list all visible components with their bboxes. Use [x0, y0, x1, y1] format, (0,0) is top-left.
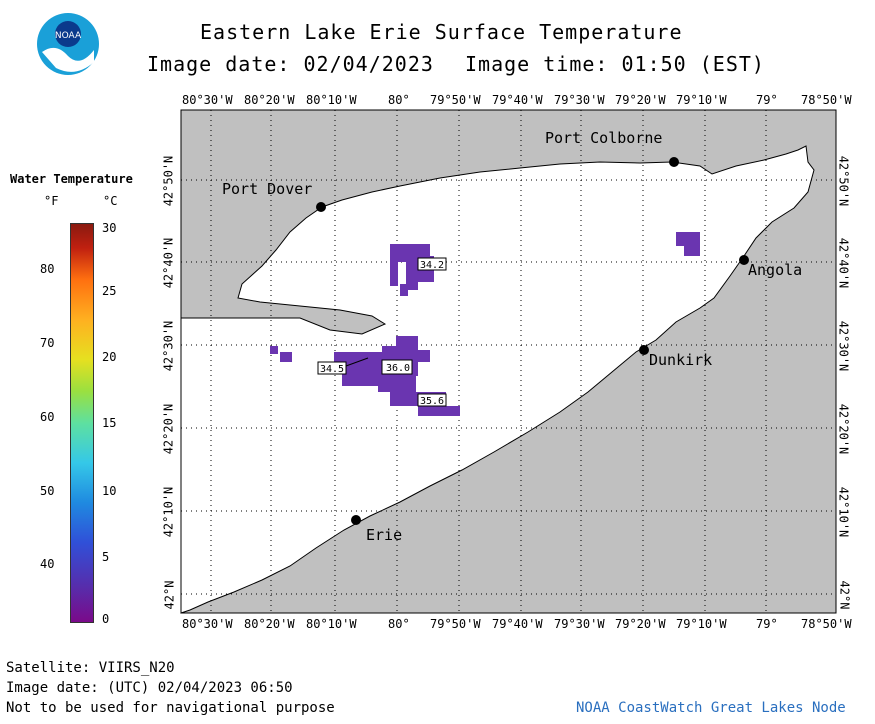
image-date: Image date: 02/04/2023 — [147, 52, 434, 76]
graticule — [181, 110, 836, 613]
f-tick-50: 50 — [40, 484, 55, 498]
c-tick-20: 20 — [102, 350, 117, 364]
c-tick-30: 30 — [102, 221, 117, 235]
map-title: Eastern Lake Erie Surface Temperature — [200, 20, 683, 44]
f-tick-40: 40 — [40, 557, 55, 571]
lat-label-left: 42°10'N — [161, 486, 176, 538]
lon-label-top: 79°50'W — [430, 93, 481, 107]
port-dover-marker — [316, 202, 326, 212]
legend-unit-f: °F — [44, 194, 59, 208]
lon-label-top: 78°50'W — [801, 93, 852, 107]
lon-label-top: 80°10'W — [306, 93, 357, 107]
lon-label-top: 80°30'W — [182, 93, 233, 107]
reading-boxes — [317, 257, 447, 407]
lon-label-top: 79° — [756, 93, 778, 107]
port-colborne-marker — [669, 157, 679, 167]
city-markers — [316, 157, 749, 525]
lon-label-top: 79°20'W — [615, 93, 666, 107]
lat-label-right: 42°10'N — [836, 486, 851, 538]
utc-date: Image date: (UTC) 02/04/2023 06:50 — [6, 680, 293, 696]
f-tick-70: 70 — [40, 336, 55, 350]
lat-label-left: 42°20'N — [161, 403, 176, 455]
lon-label-bottom: 79°30'W — [554, 617, 605, 631]
lon-label-bottom: 79°40'W — [492, 617, 543, 631]
city-label-dunkirk: Dunkirk — [649, 351, 713, 369]
lat-label-left: 42°N — [162, 580, 177, 610]
reading-label: 35.6 — [420, 396, 444, 407]
lon-label-top: 79°40'W — [492, 93, 543, 107]
c-tick-15: 15 — [102, 416, 117, 430]
city-label-angola: Angola — [748, 261, 803, 279]
lat-label-right: 42°50'N — [836, 155, 851, 207]
lon-label-bottom: 78°50'W — [801, 617, 852, 631]
lon-label-top: 80° — [388, 93, 410, 107]
lake-water — [180, 145, 815, 614]
city-label-port-colborne: Port Colborne — [545, 129, 663, 147]
c-tick-10: 10 — [102, 484, 117, 498]
color-scale-bar — [70, 223, 94, 623]
city-label-erie: Erie — [366, 526, 403, 544]
satellite-info: Satellite: VIIRS_N20 — [6, 660, 175, 676]
lon-label-bottom: 79°10'W — [676, 617, 727, 631]
lat-label-right: 42°30'N — [836, 320, 851, 372]
c-tick-25: 25 — [102, 284, 117, 298]
lon-label-top: 79°30'W — [554, 93, 605, 107]
dunkirk-marker — [639, 345, 649, 355]
lon-label-bottom: 80°10'W — [306, 617, 357, 631]
noaa-logo: NOAA — [36, 12, 100, 80]
city-label-port-dover: Port Dover — [222, 180, 313, 198]
lon-label-top: 80°20'W — [244, 93, 295, 107]
lon-label-bottom: 80°20'W — [244, 617, 295, 631]
credit-link[interactable]: NOAA CoastWatch Great Lakes Node — [576, 700, 846, 716]
lon-label-bottom: 79° — [756, 617, 778, 631]
c-tick-5: 5 — [102, 550, 110, 564]
lat-label-right: 42°20'N — [836, 403, 851, 455]
lon-label-bottom: 79°50'W — [430, 617, 481, 631]
lon-label-bottom: 79°20'W — [615, 617, 666, 631]
lat-label-left: 42°30'N — [161, 320, 176, 372]
reading-label: 34.5 — [320, 364, 344, 375]
lon-label-bottom: 80°30'W — [182, 617, 233, 631]
c-tick-0: 0 — [102, 612, 110, 626]
f-tick-60: 60 — [40, 410, 55, 424]
lon-label-top: 79°10'W — [676, 93, 727, 107]
angola-marker — [739, 255, 749, 265]
logo-text: NOAA — [55, 31, 82, 41]
disclaimer: Not to be used for navigational purpose — [6, 700, 335, 716]
reading-label: 36.0 — [386, 363, 410, 374]
lat-label-left: 42°50'N — [161, 155, 176, 207]
map-frame — [180, 109, 837, 614]
lon-label-bottom: 80° — [388, 617, 410, 631]
lat-label-right: 42°N — [837, 580, 852, 610]
image-time: Image time: 01:50 (EST) — [465, 52, 765, 76]
lat-label-right: 42°40'N — [836, 237, 851, 289]
legend-unit-c: °C — [103, 194, 118, 208]
legend-title: Water Temperature — [10, 172, 133, 186]
lat-label-left: 42°40'N — [161, 237, 176, 289]
f-tick-80: 80 — [40, 262, 55, 276]
erie-marker — [351, 515, 361, 525]
reading-label: 34.2 — [420, 260, 444, 271]
